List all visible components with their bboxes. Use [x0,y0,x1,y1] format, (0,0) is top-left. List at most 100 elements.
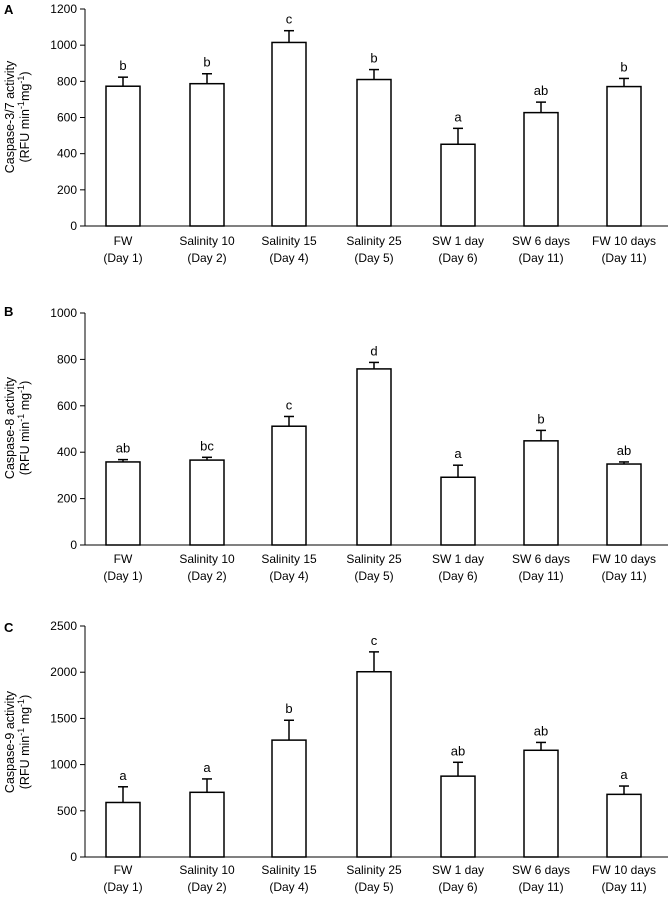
y-tick-label: 0 [70,850,77,864]
category-label: Salinity 25 [346,863,402,877]
significance-label: bc [200,438,214,453]
category-sublabel: (Day 11) [601,880,646,894]
bar [606,85,642,227]
y-axis-label-superscript: -1 [16,414,26,422]
bar [523,440,559,546]
y-tick-label: 600 [57,399,77,413]
significance-label: b [537,411,544,426]
category-label: SW 1 day [432,234,484,248]
significance-label: c [371,633,378,648]
bar [356,78,392,227]
category-sublabel: (Day 1) [103,251,142,265]
bar [523,749,559,858]
y-axis-label-line1: Caspase-9 activity [3,690,17,793]
significance-label: c [286,397,293,412]
category-sublabel: (Day 11) [601,569,646,583]
category-sublabel: (Day 4) [269,569,308,583]
y-axis-label-part: (RFU min [18,109,32,163]
category-sublabel: (Day 11) [518,251,563,265]
category-label: FW 10 days [592,234,656,248]
category-label: Salinity 10 [179,234,235,248]
category-sublabel: (Day 2) [187,880,226,894]
category-label: FW 10 days [592,552,656,566]
y-axis-label-part: ) [18,695,32,699]
significance-label: a [454,109,462,124]
category-sublabel: (Day 11) [601,251,646,265]
significance-label: d [370,343,377,358]
y-axis-label-line2: (RFU min-1 mg-1) [16,381,32,476]
y-tick-label: 1200 [50,2,77,16]
panel-letter: A [4,2,14,17]
significance-label: a [119,768,127,783]
y-axis-label-part: ) [18,381,32,385]
category-label: Salinity 25 [346,552,402,566]
panel-b: B 0 200 400 600 800 1000 Caspase-8 activity(RFU… [3,304,668,583]
category-sublabel: (Day 11) [518,569,563,583]
bar [606,793,642,858]
bar [105,461,141,546]
y-axis-label-part: (RFU min [18,736,32,790]
category-sublabel: (Day 2) [187,251,226,265]
bar [271,41,307,227]
category-sublabel: (Day 5) [354,569,393,583]
y-axis-label-part: mg [18,84,32,101]
y-tick-label: 800 [57,74,77,88]
y-tick-label: 1000 [50,38,77,52]
category-sublabel: (Day 1) [103,569,142,583]
y-tick-label: 200 [57,492,77,506]
category-label: SW 1 day [432,552,484,566]
y-axis-label-part: ) [18,71,32,75]
significance-label: b [203,55,210,70]
y-tick-label: 1000 [50,306,77,320]
y-axis-label-part: (RFU min [18,422,32,476]
category-sublabel: (Day 6) [438,251,477,265]
y-tick-label: 2500 [50,619,77,633]
bar [523,111,559,227]
y-axis-label-line2: (RFU min-1 mg-1) [16,695,32,790]
bar [189,791,225,858]
bar [105,801,141,858]
bar [271,425,307,546]
significance-label: b [370,51,377,66]
significance-label: a [454,446,462,461]
y-axis-label: Caspase-8 activity(RFU min-1 mg-1) [3,376,32,479]
category-sublabel: (Day 1) [103,880,142,894]
y-tick-label: 200 [57,183,77,197]
category-label: SW 6 days [512,552,570,566]
bar [189,82,225,227]
category-sublabel: (Day 4) [269,251,308,265]
category-label: FW 10 days [592,863,656,877]
panel-letter: C [4,620,14,635]
significance-label: c [286,12,293,27]
category-label: FW [114,863,133,877]
y-axis-label-superscript: -1 [16,101,26,109]
significance-label: b [620,59,627,74]
category-sublabel: (Day 6) [438,880,477,894]
y-axis-label-line1: Caspase-8 activity [3,376,17,479]
bar [271,739,307,858]
y-tick-label: 400 [57,147,77,161]
y-axis-label: Caspase-9 activity(RFU min-1 mg-1) [3,690,32,793]
y-tick-label: 1500 [50,711,77,725]
significance-label: ab [617,443,631,458]
bar [356,368,392,546]
category-label: SW 6 days [512,234,570,248]
y-tick-label: 600 [57,111,77,125]
y-tick-label: 0 [70,538,77,552]
significance-label: ab [534,723,548,738]
significance-label: a [620,767,628,782]
category-sublabel: (Day 4) [269,880,308,894]
y-tick-label: 2000 [50,665,77,679]
category-sublabel: (Day 6) [438,569,477,583]
category-label: FW [114,552,133,566]
bar [356,670,392,858]
significance-label: ab [116,441,130,456]
category-label: FW [114,234,133,248]
category-label: SW 6 days [512,863,570,877]
category-label: Salinity 15 [261,552,317,566]
significance-label: b [119,58,126,73]
significance-label: ab [451,743,465,758]
y-axis-label-superscript: -1 [16,728,26,736]
